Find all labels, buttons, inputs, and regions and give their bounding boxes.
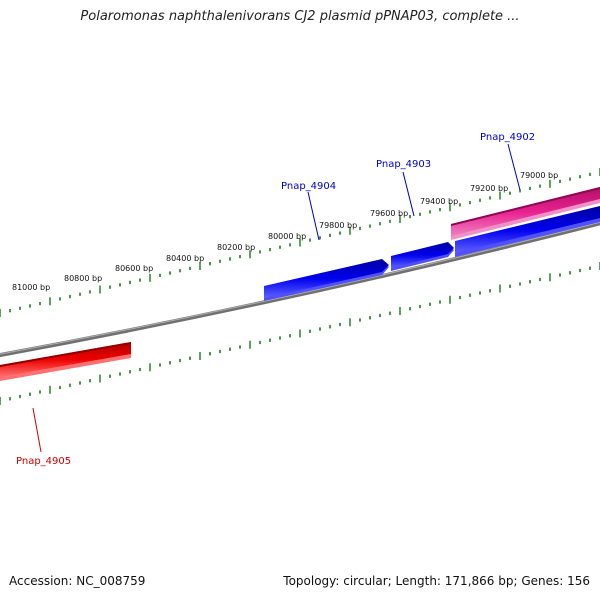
- tick-label: 80800 bp: [64, 274, 102, 283]
- gene-pnap-4903[interactable]: [391, 242, 454, 271]
- gene-label-pnap-4904[interactable]: Pnap_4904: [281, 181, 336, 192]
- gene-pnap-4904[interactable]: [264, 259, 389, 301]
- tick-label: 79000 bp: [520, 171, 558, 180]
- backbone-arc: [0, 221, 600, 358]
- tick-label: 79600 bp: [370, 209, 408, 218]
- outer-tick-marks: [0, 168, 600, 317]
- gene-label-pnap-4902[interactable]: Pnap_4902: [480, 132, 535, 143]
- leader-line-pnap-4905: [32, 407, 42, 453]
- gene-pnap-4905[interactable]: [0, 342, 131, 381]
- map-title: Polaromonas naphthalenivorans CJ2 plasmi…: [80, 9, 520, 24]
- map-summary: Topology: circular; Length: 171,866 bp; …: [283, 574, 590, 588]
- gene-leader-lines: [32, 143, 521, 453]
- backbone-arc-highlight: [0, 221, 600, 355]
- leader-line-pnap-4903: [402, 171, 415, 217]
- gene-label-pnap-4903[interactable]: Pnap_4903: [376, 159, 431, 170]
- accession-label: Accession:: [9, 574, 73, 588]
- tick-label: 81000 bp: [12, 283, 50, 292]
- tick-label: 80400 bp: [166, 254, 204, 263]
- tick-label: 79800 bp: [319, 221, 357, 230]
- tick-label: 80200 bp: [217, 243, 255, 252]
- gene-forward-block[interactable]: [455, 206, 600, 257]
- accession-info: Accession: NC_008759: [9, 574, 145, 588]
- gene-label-pnap-4905[interactable]: Pnap_4905: [16, 456, 71, 467]
- tick-label: 79400 bp: [420, 197, 458, 206]
- leader-line-pnap-4902: [507, 143, 521, 191]
- scale-labels: 81000 bp 80800 bp 80600 bp 80400 bp 8020…: [12, 171, 558, 292]
- accession-value: NC_008759: [76, 574, 146, 588]
- tick-label: 80000 bp: [268, 232, 306, 241]
- gene-pnap-4902[interactable]: [451, 187, 600, 240]
- leader-line-pnap-4904: [307, 191, 320, 241]
- inner-tick-marks: [0, 262, 600, 405]
- tick-label: 79200 bp: [470, 184, 508, 193]
- tick-label: 80600 bp: [115, 264, 153, 273]
